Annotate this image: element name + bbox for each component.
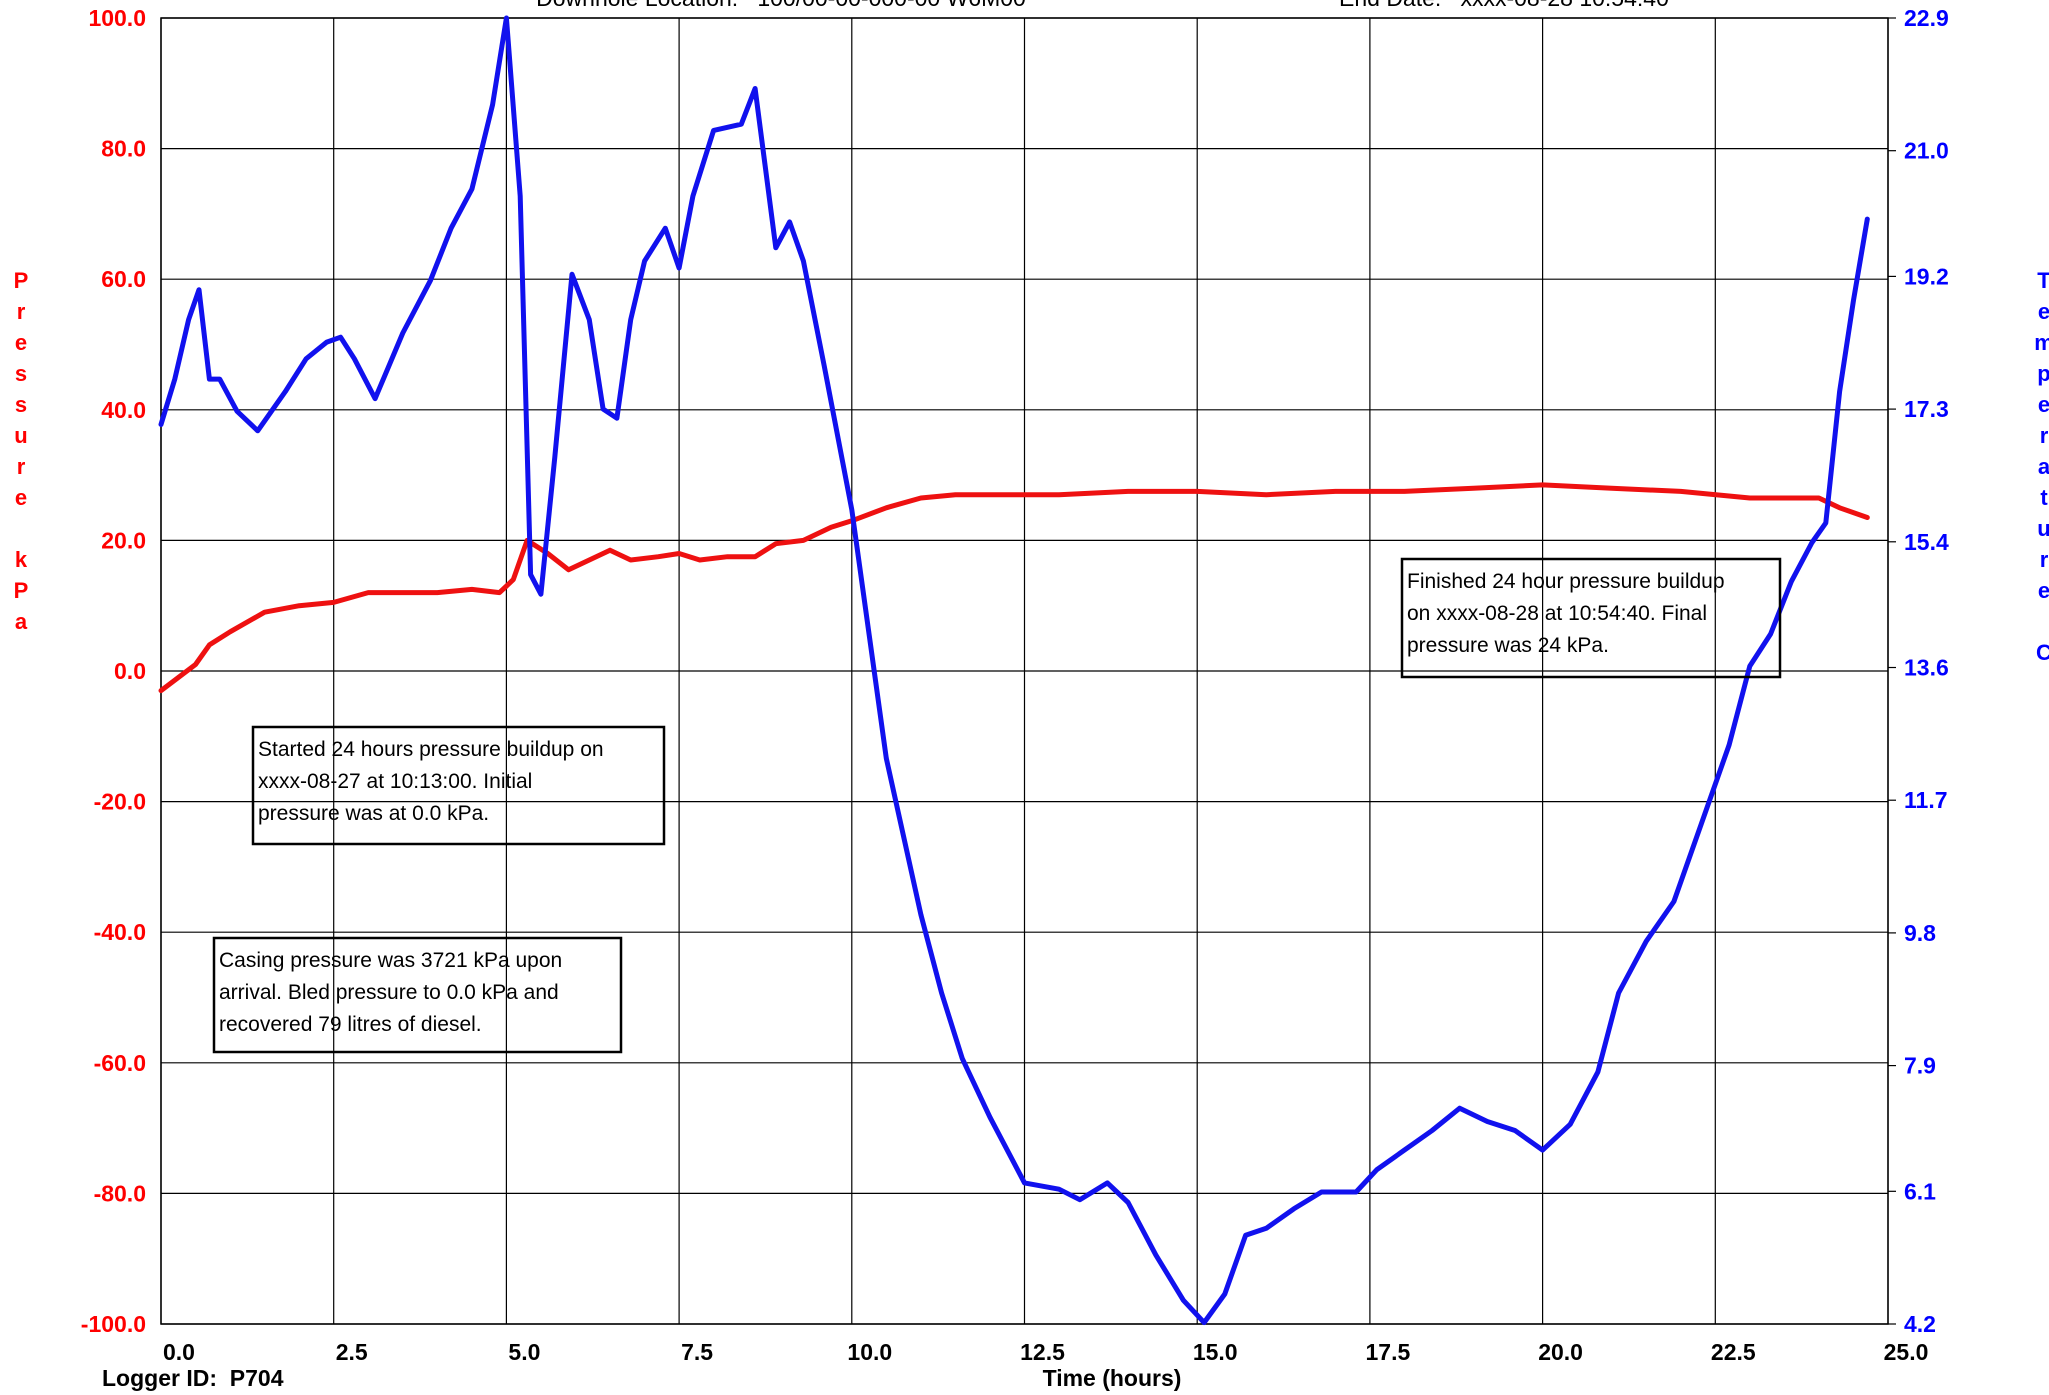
x-axis-label: Time (hours) — [1043, 1365, 1182, 1391]
annotation-box — [251, 725, 666, 846]
annotation-text: on xxxx-08-28 at 10:54:40. Final — [1407, 602, 1707, 625]
header-right: End Date: xxxx-08-28 10:54:40 — [1339, 0, 1669, 11]
header-left: Downhole Location: 100/00-00-000-00 W6M0… — [536, 0, 1026, 11]
y-tick-label: -40.0 — [94, 919, 146, 945]
y2-axis-label: Temperature C — [2032, 268, 2049, 671]
y2-tick-label: 15.4 — [1904, 529, 1949, 555]
annotation-text: pressure was 24 kPa. — [1407, 634, 1609, 657]
y2-tick-label: 11.7 — [1904, 787, 1948, 813]
y2-tick-label: 17.3 — [1904, 396, 1949, 422]
y2-tick-label: 9.8 — [1904, 920, 1936, 946]
series-line — [158, 15, 1870, 1326]
y2-tick-label: 7.9 — [1904, 1053, 1936, 1079]
y2-tick-label: 22.9 — [1904, 5, 1949, 31]
annotation-text: Started 24 hours pressure buildup on — [258, 738, 604, 761]
annotation-text: Casing pressure was 3721 kPa upon — [219, 949, 562, 972]
y2-tick-label: 21.0 — [1904, 138, 1949, 164]
y-tick-label: 80.0 — [101, 136, 146, 162]
y-tick-label: -60.0 — [94, 1050, 146, 1076]
annotation-text: pressure was at 0.0 kPa. — [258, 802, 489, 825]
x-tick-label: 2.5 — [336, 1339, 368, 1365]
series-line — [158, 482, 1870, 694]
y-tick-label: -80.0 — [94, 1180, 146, 1206]
annotation-text: Finished 24 hour pressure buildup — [1407, 570, 1725, 593]
x-tick-label: 22.5 — [1711, 1339, 1756, 1365]
y2-tick-label: 19.2 — [1904, 263, 1949, 289]
y2-tick-label: 4.2 — [1904, 1311, 1936, 1337]
plot-border — [160, 17, 1889, 1325]
y-tick-label: 20.0 — [101, 527, 146, 553]
y2-tick-label: 6.1 — [1904, 1178, 1936, 1204]
x-tick-label: 0.0 — [163, 1339, 195, 1365]
y-tick-label: -20.0 — [94, 789, 146, 815]
x-tick-label: 7.5 — [681, 1339, 713, 1365]
y-tick-label: 40.0 — [101, 397, 146, 423]
annotation-box — [212, 936, 623, 1054]
y-axis-label: Pressure kPa — [9, 268, 34, 640]
x-tick-label: 17.5 — [1366, 1339, 1411, 1365]
annotation-box — [1400, 557, 1782, 679]
y2-tick-label: 13.6 — [1904, 655, 1949, 681]
annotation-text: recovered 79 litres of diesel. — [219, 1013, 482, 1036]
y-tick-label: 0.0 — [114, 658, 146, 684]
y-tick-label: 60.0 — [101, 266, 146, 292]
x-tick-label: 12.5 — [1020, 1339, 1065, 1365]
x-tick-label: 15.0 — [1193, 1339, 1238, 1365]
annotation-text: xxxx-08-27 at 10:13:00. Initial — [258, 770, 532, 793]
annotation-text: arrival. Bled pressure to 0.0 kPa and — [219, 981, 559, 1004]
x-tick-label: 25.0 — [1884, 1339, 1929, 1365]
x-tick-label: 10.0 — [847, 1339, 892, 1365]
y-tick-label: -100.0 — [81, 1311, 146, 1337]
x-tick-label: 20.0 — [1538, 1339, 1583, 1365]
footer-left: Logger ID: P704 — [102, 1365, 284, 1391]
y-tick-label: 100.0 — [88, 5, 146, 31]
x-tick-label: 5.0 — [508, 1339, 540, 1365]
